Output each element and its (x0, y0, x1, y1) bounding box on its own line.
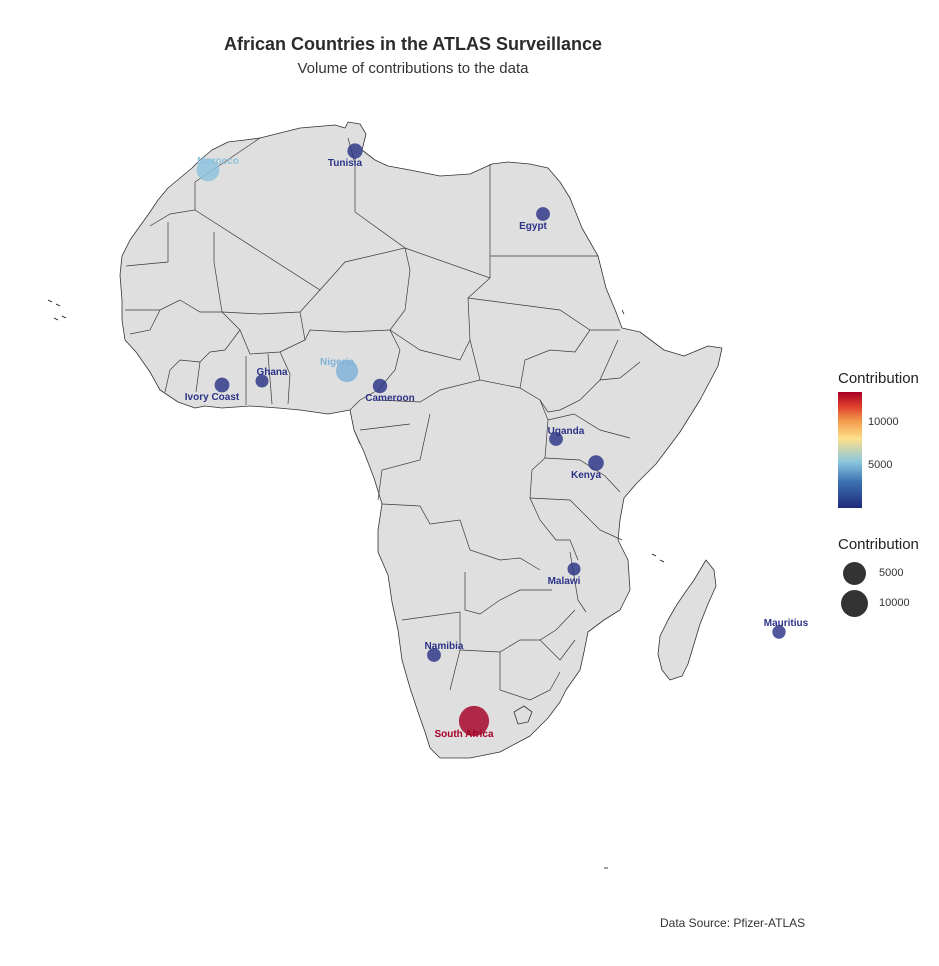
map-title: African Countries in the ATLAS Surveilla… (223, 34, 603, 54)
bubble-namibia (427, 648, 441, 662)
bubble-ivory-coast (214, 377, 230, 393)
label-south-africa: South Africa (434, 729, 494, 740)
bubble-cameroon (372, 378, 388, 394)
bubble-south-africa (458, 705, 490, 737)
label-namibia: Namibia (425, 641, 464, 652)
label-mauritius: Mauritius (764, 618, 809, 629)
label-malawi: Malawi (548, 576, 581, 587)
bubble-morocco (196, 158, 220, 182)
bubble-ghana (255, 374, 269, 388)
label-ghana: Ghana (256, 367, 288, 378)
bubble-uganda (549, 432, 563, 446)
bubble-layer: Morocco Tunisia Egypt Nigeria Ghana Ivory Coa… (185, 143, 809, 740)
madagascar (657, 559, 717, 681)
label-egypt: Egypt (519, 221, 547, 232)
label-morocco: Morocco (197, 156, 239, 167)
land-layer (119, 121, 723, 759)
label-ivory-coast: Ivory Coast (185, 392, 240, 403)
color-tick-mark-low (862, 466, 867, 467)
label-kenya: Kenya (571, 470, 601, 481)
size-legend-title: Contribution (838, 536, 919, 553)
color-legend-bar (838, 392, 862, 508)
map-subtitle: Volume of contributions to the data (297, 60, 529, 77)
bubble-nigeria (335, 359, 359, 383)
label-tunisia: Tunisia (328, 158, 363, 169)
color-legend-title: Contribution (838, 370, 919, 387)
africa-mainland (119, 121, 723, 759)
bubble-malawi (567, 562, 581, 576)
size-legend-dot-large (841, 590, 868, 617)
bubble-tunisia (347, 143, 363, 159)
label-cameroon: Cameroon (365, 393, 414, 404)
color-tick-label-high: 10000 (868, 416, 899, 428)
size-legend-label-small: 5000 (879, 567, 904, 579)
color-tick-mark-high (862, 423, 867, 424)
lesotho (513, 705, 533, 725)
label-nigeria: Nigeria (320, 357, 354, 368)
border-layer (125, 137, 641, 701)
bubble-mauritius (772, 625, 786, 639)
label-uganda: Uganda (548, 426, 585, 437)
data-source-caption: Data Source: Pfizer-ATLAS (660, 916, 806, 930)
color-tick-label-low: 5000 (868, 459, 893, 471)
bubble-egypt (536, 207, 550, 221)
size-legend-dot-small (843, 562, 866, 585)
bubble-kenya (588, 455, 604, 471)
size-legend-label-large: 10000 (879, 597, 910, 609)
small-islands (47, 299, 665, 869)
